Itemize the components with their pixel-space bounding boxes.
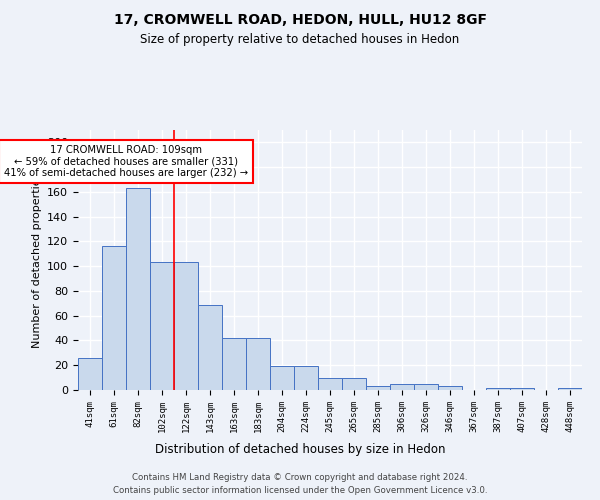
Text: 17, CROMWELL ROAD, HEDON, HULL, HU12 8GF: 17, CROMWELL ROAD, HEDON, HULL, HU12 8GF [113,12,487,26]
Bar [438,386,462,390]
Bar [222,338,246,390]
Bar [510,388,534,390]
Text: 17 CROMWELL ROAD: 109sqm
← 59% of detached houses are smaller (331)
41% of semi-: 17 CROMWELL ROAD: 109sqm ← 59% of detach… [4,145,248,178]
Bar [558,388,582,390]
Bar [294,366,318,390]
Text: Contains public sector information licensed under the Open Government Licence v3: Contains public sector information licen… [113,486,487,495]
Y-axis label: Number of detached properties: Number of detached properties [32,172,41,348]
Bar [342,378,366,390]
Bar [486,388,510,390]
Text: Distribution of detached houses by size in Hedon: Distribution of detached houses by size … [155,442,445,456]
Bar [246,338,270,390]
Bar [174,262,198,390]
Text: Size of property relative to detached houses in Hedon: Size of property relative to detached ho… [140,32,460,46]
Text: Contains HM Land Registry data © Crown copyright and database right 2024.: Contains HM Land Registry data © Crown c… [132,472,468,482]
Bar [78,358,102,390]
Bar [318,378,342,390]
Bar [270,366,294,390]
Bar [366,386,390,390]
Bar [414,384,438,390]
Bar [126,188,150,390]
Bar [198,304,222,390]
Bar [390,384,414,390]
Bar [150,262,174,390]
Bar [102,246,126,390]
